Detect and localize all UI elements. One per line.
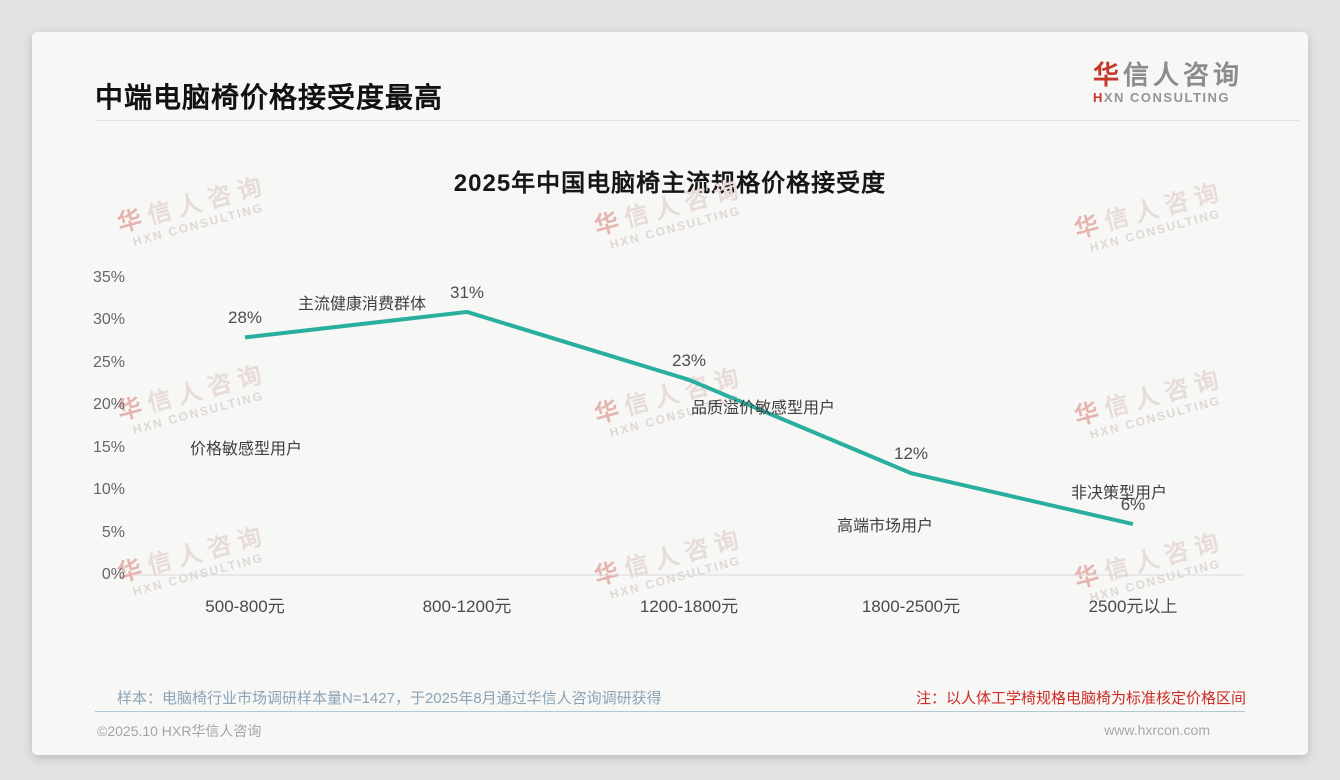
page-title: 中端电脑椅价格接受度最高	[95, 82, 444, 113]
price-note: 注：以人体工学椅规格电脑椅为标准核定价格区间	[915, 690, 1246, 707]
logo-en-first: H	[1092, 90, 1104, 105]
logo-en: HXN CONSULTING	[1093, 90, 1243, 105]
sample-note: 样本：电脑椅行业市场调研样本量N=1427，于2025年8月通过华信人咨询调研获…	[117, 690, 662, 707]
data-point-value-label: 12%	[893, 444, 929, 464]
series-annotation-label: 主流健康消费群体	[297, 296, 427, 313]
logo-cn-rest: 信人咨询	[1122, 60, 1243, 90]
y-axis-tick-label: 5%	[101, 523, 125, 541]
logo-cn: 华信人咨询	[1093, 60, 1243, 90]
x-axis-category-label: 800-1200元	[422, 597, 512, 616]
data-point-value-label: 23%	[671, 350, 707, 370]
x-axis-category-label: 500-800元	[205, 597, 285, 616]
series-annotation-label: 高端市场用户	[836, 518, 934, 535]
y-axis-tick-label: 20%	[92, 396, 125, 414]
slide-card	[32, 32, 1308, 755]
data-point-value-label: 6%	[1120, 495, 1146, 515]
footer-divider	[95, 711, 1245, 712]
header-divider	[95, 120, 1300, 121]
data-point-value-label: 28%	[227, 308, 263, 328]
y-axis-tick-label: 15%	[92, 438, 125, 456]
logo-cn-first: 华	[1092, 60, 1123, 90]
logo-en-rest: XN CONSULTING	[1103, 90, 1231, 105]
y-axis-tick-label: 10%	[92, 481, 125, 499]
x-axis-category-label: 1800-2500元	[861, 597, 961, 616]
y-axis-tick-label: 30%	[92, 311, 125, 329]
y-axis-tick-label: 25%	[92, 353, 125, 371]
brand-logo: 华信人咨询 HXN CONSULTING	[1093, 60, 1243, 105]
x-axis-category-label: 1200-1800元	[639, 597, 739, 616]
data-point-value-label: 31%	[449, 282, 485, 302]
y-axis-tick-label: 0%	[101, 566, 125, 583]
website-text: www.hxrcon.com	[1104, 722, 1210, 738]
y-axis-tick-label: 35%	[92, 269, 125, 286]
chart-title: 2025年中国电脑椅主流规格价格接受度	[453, 170, 887, 197]
series-annotation-label: 价格敏感型用户	[189, 441, 303, 458]
x-axis-category-label: 2500元以上	[1088, 597, 1178, 616]
data-line-series	[244, 309, 1134, 527]
copyright-text: ©2025.10 HXR华信人咨询	[97, 723, 262, 739]
series-annotation-label: 非决策型用户	[1070, 485, 1168, 502]
series-annotation-label: 品质溢价敏感型用户	[690, 400, 836, 417]
